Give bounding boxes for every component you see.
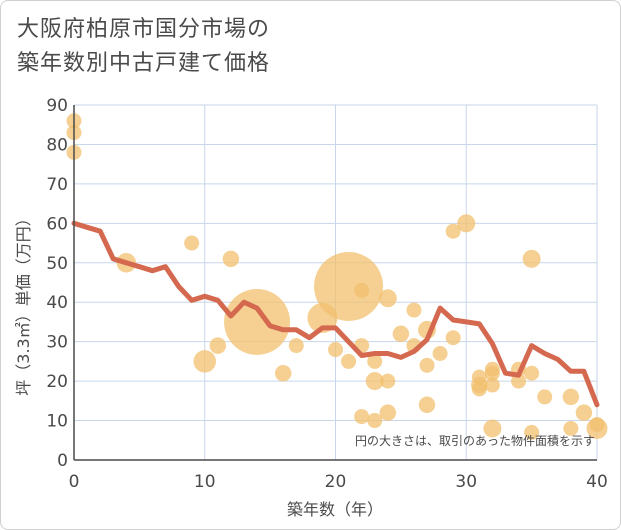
y-tick-label-50: 50 bbox=[46, 254, 68, 274]
data-point-bubble bbox=[524, 424, 540, 440]
y-tick-label-10: 10 bbox=[46, 412, 68, 432]
data-point-bubble bbox=[418, 396, 436, 414]
axes bbox=[73, 105, 597, 461]
data-point-bubble bbox=[380, 373, 396, 389]
tick-labels: 0 10 20 30 40 50 60 70 80 90 0 10 20 30 40 bbox=[46, 96, 607, 492]
data-point-bubble bbox=[445, 330, 461, 346]
data-point-bubble bbox=[354, 282, 370, 298]
data-point-bubble bbox=[314, 251, 384, 321]
x-axis-label: 築年数（年） bbox=[287, 500, 383, 519]
data-point-bubble bbox=[367, 413, 383, 429]
y-tick-label-20: 20 bbox=[46, 372, 68, 392]
data-point-bubble bbox=[406, 302, 422, 318]
data-point-bubble bbox=[563, 420, 579, 436]
data-point-bubble bbox=[328, 342, 343, 358]
y-tick-label-30: 30 bbox=[46, 333, 68, 353]
chart-title: 大阪府柏原市国分市場の 築年数別中古戸建て価格 bbox=[17, 13, 270, 81]
chart-title-line-1: 大阪府柏原市国分市場の bbox=[17, 17, 271, 42]
data-point-bubble bbox=[288, 338, 304, 354]
data-point-bubble bbox=[392, 325, 410, 343]
data-point-bubble bbox=[484, 377, 500, 393]
y-tick-label-90: 90 bbox=[46, 96, 68, 116]
data-point-bubble bbox=[224, 288, 291, 355]
x-tick-label-10: 10 bbox=[194, 472, 216, 492]
average-price-line bbox=[71, 220, 600, 408]
data-point-bubble bbox=[222, 250, 240, 268]
data-point-bubble bbox=[193, 350, 216, 373]
data-point-bubble bbox=[432, 346, 448, 361]
data-point-bubble bbox=[419, 357, 435, 373]
data-point-bubble bbox=[483, 419, 502, 438]
x-tick-label-20: 20 bbox=[325, 472, 347, 492]
y-axis-label: 坪（3.3㎡）単価（万円） bbox=[14, 210, 33, 395]
y-tick-label-60: 60 bbox=[46, 214, 68, 234]
y-tick-label-80: 80 bbox=[46, 135, 68, 155]
y-tick-label-70: 70 bbox=[46, 175, 68, 195]
size-annotation: 円の大きさは、取引のあった物件面積を示す bbox=[355, 433, 595, 448]
data-point-bubble bbox=[586, 417, 608, 439]
data-point-bubble bbox=[378, 289, 397, 308]
data-point-bubble bbox=[341, 353, 357, 369]
bubble-layer bbox=[66, 113, 608, 440]
data-point-bubble bbox=[209, 337, 227, 354]
data-point-bubble bbox=[367, 353, 383, 369]
data-point-bubble bbox=[524, 365, 540, 381]
data-point-bubble bbox=[511, 373, 527, 389]
y-tick-label-0: 0 bbox=[57, 451, 68, 471]
data-point-bubble bbox=[575, 404, 593, 421]
data-point-bubble bbox=[484, 365, 500, 381]
data-point-bubble bbox=[365, 372, 384, 391]
data-point-bubble bbox=[457, 214, 476, 233]
data-point-bubble bbox=[379, 404, 397, 421]
y-tick-label-40: 40 bbox=[46, 293, 68, 313]
x-tick-label-30: 30 bbox=[455, 472, 477, 492]
data-point-bubble bbox=[445, 223, 461, 239]
data-point-bubble bbox=[184, 235, 200, 251]
chart-title-line-2: 築年数別中古戸建て価格 bbox=[17, 51, 271, 76]
data-point-bubble bbox=[274, 364, 292, 382]
data-point-bubble bbox=[522, 249, 541, 268]
x-tick-label-40: 40 bbox=[586, 472, 608, 492]
data-point-bubble bbox=[537, 389, 553, 405]
data-point-bubble bbox=[471, 381, 487, 397]
data-point-bubble bbox=[562, 388, 580, 406]
data-point-bubble bbox=[354, 409, 370, 425]
x-tick-label-0: 0 bbox=[69, 472, 80, 492]
